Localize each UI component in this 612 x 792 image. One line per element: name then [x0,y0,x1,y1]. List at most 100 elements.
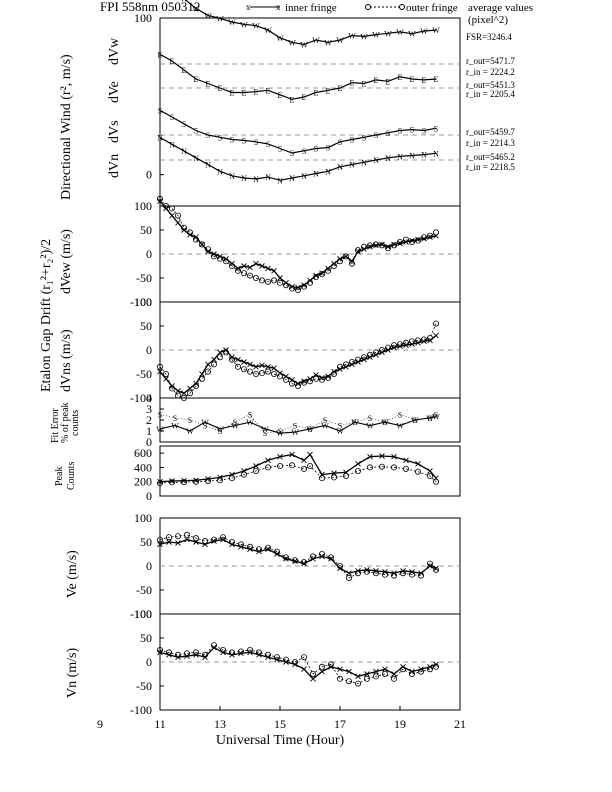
panel3-inner-point [163,375,169,382]
panel5-inner-point [415,461,421,467]
panel2-outer-point [360,243,367,250]
panel7-outer-point [255,649,262,656]
panel1-dVn-point: N [181,147,187,156]
panel2-y-tick-label: 50 [140,223,152,237]
panel6-inner-point [364,567,370,573]
panel6-outer-point [354,570,361,577]
panel7-inner-point [391,671,397,677]
panel3-outer-point [270,370,277,377]
panel1-dVs-point: S [350,136,354,145]
panel5-inner-point [253,463,259,469]
panel4-y-tick-label: 1 [146,424,152,438]
panel2-outer-point [336,258,343,265]
panel2-inner-point [271,267,277,274]
panel4-w-point: W [291,428,299,437]
panel6-outer-point [426,560,433,567]
panel7-y-tick-label: 0 [146,655,152,669]
panel3-outer-point [234,363,241,370]
panel2-outer-point [408,238,415,245]
panel4-s-point: S [338,422,342,431]
panel6-outer-point [210,536,217,543]
panel6-outer-point [201,538,208,545]
panel3-inner-point [217,349,223,356]
panel1-dVe-point: E [194,75,199,84]
panel5-outer-point [432,478,439,485]
panel1-dVe-point: E [398,73,403,82]
panel3-outer-point [162,370,169,377]
panel1-dVe-point: E [338,84,343,93]
panel7-outer-point [300,654,307,661]
panel7-inner-point [382,666,388,673]
legend-avg-unit: (pixel^2) [468,14,508,26]
panel2-outer-point [198,241,205,248]
panel3-outer-point [216,354,223,361]
panel4-w-point: W [396,422,404,431]
panel3-inner-point [319,375,325,381]
panel1-dVs-point: S [170,113,174,122]
panel2-y-tick-label: -50 [136,271,152,285]
panel3-inner-point [265,363,271,370]
panel2-outer-point [312,274,319,281]
right-annotations: FSR=3246.4 r_out=5471.7 r_in = 2224.2 r_… [466,32,515,172]
panel1-dVe-point: E [242,89,247,98]
ylabel-dvns: dVns (m/s) [59,329,74,392]
panel6-outer-point [183,531,190,538]
panel1-dVn-point: N [361,158,367,167]
panel2-outer-point [156,195,163,202]
trace-label-dvs: dVs [107,120,122,143]
panel1-dVe-point: E [218,84,223,93]
panel1-dVw-point: W [252,22,260,31]
panel6-outer-point [390,572,397,579]
panel1-dVn-point: N [397,152,403,161]
panel3-inner-point [241,359,247,365]
panel3-outer-point [288,380,295,387]
panel3-outer-point [246,368,253,375]
panel4-y-tick-label: 0 [146,435,152,449]
panel1-dVs-point: S [338,138,342,147]
panel4-w-point: W [276,429,284,438]
annotation-rin-2: r_in = 2205.4 [466,89,515,99]
panel2-outer-point [324,267,331,274]
panel6-outer-point [432,566,439,573]
panel1-dVs-point: S [362,133,366,142]
panel1-dVe-point: E [410,75,415,84]
panel3-y-tick-label: 100 [134,295,152,309]
panel1-dVn-point: N [265,173,271,182]
svg-text:x: x [276,2,281,12]
panel1-dVs-point: S [302,147,306,156]
panel7-y-tick-label: -50 [136,679,152,693]
panel7-outer-point [264,651,271,658]
panel3-inner-point [199,371,205,377]
panel2-outer-point [384,245,391,252]
panel7-outer-point [390,675,397,682]
panel1-dVw-point: W [408,30,416,39]
panel1-dVs-point: S [218,133,222,142]
panel2-outer-point [240,270,247,277]
panel6-inner-point [346,570,352,577]
panel5-y-tick-label: 200 [134,475,152,489]
annotation-rin-1: r_in = 2224.2 [466,67,515,77]
panel1-dVs-point: S [326,144,330,153]
panel4-s-point: S [263,429,267,438]
panel3-outer-point [168,385,175,392]
panel2-outer-point [258,277,265,284]
panel7-inner-point [301,666,307,673]
panel5-inner-point [379,453,385,459]
panel4-w-point: W [411,416,419,425]
panel6-y-tick-label: -100 [130,607,152,621]
panel1-dVs-point: S [398,127,402,136]
panel7-outer-point [354,680,361,687]
panel6-outer-point [264,544,271,551]
panel6-outer-point [174,533,181,540]
panel7-y-tick-label: 100 [134,607,152,621]
panel1-dVs-point: S [194,127,198,136]
panel7-outer-line [159,644,437,685]
panel4-s-point: S [368,414,372,423]
panel4-w-point: W [246,418,254,427]
panel7-outer-point [408,671,415,678]
panel1-dVw-point: W [240,20,248,29]
panel2-outer-point [276,279,283,286]
panel2-outer-point [426,232,433,239]
ylabel-dvew: dVew (m/s) [59,229,74,294]
panel2-inner-point [169,212,175,219]
